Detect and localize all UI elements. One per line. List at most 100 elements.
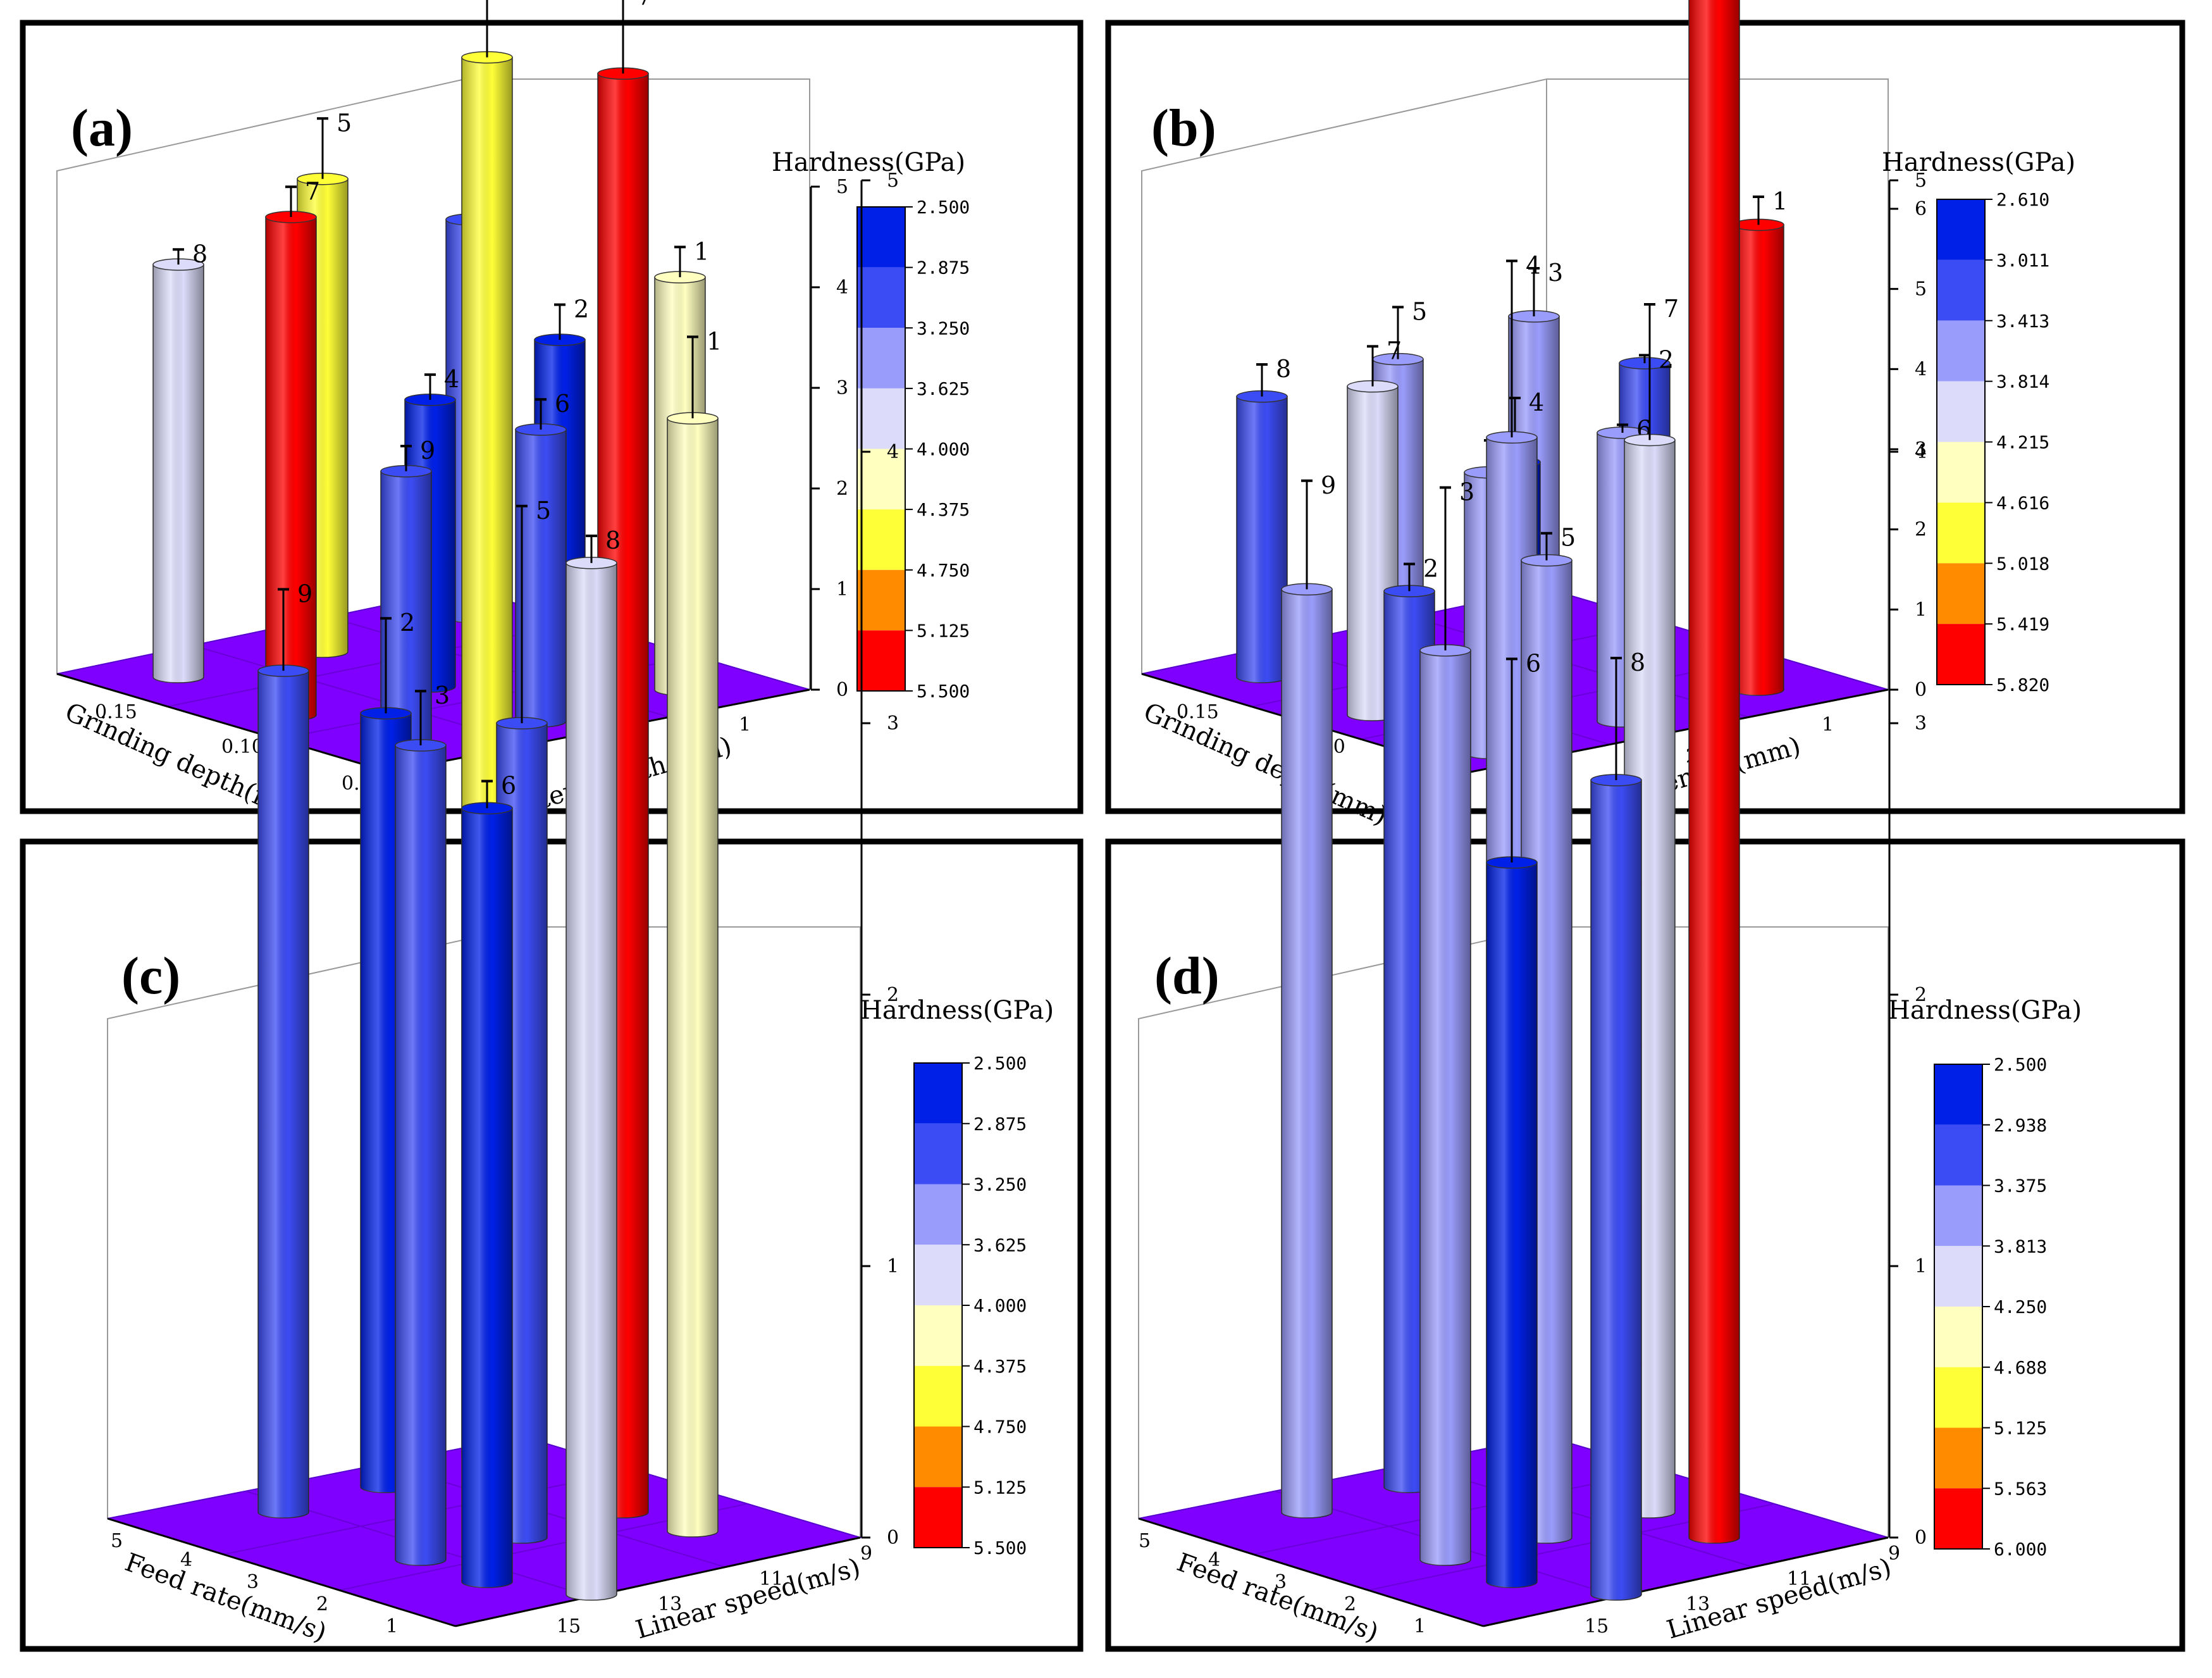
z-tick-label: 6 bbox=[1915, 198, 1927, 220]
axis-right-tick-label: 1 bbox=[739, 714, 751, 736]
bar-data-label: 3 bbox=[1548, 259, 1563, 287]
bar-data-label: 1 bbox=[694, 237, 709, 265]
bar-data-label: 2 bbox=[574, 295, 589, 323]
bar-1: 1 bbox=[1733, 187, 1788, 696]
panel-label: (b) bbox=[1151, 99, 1216, 158]
z-tick-label: 2 bbox=[1915, 519, 1927, 541]
z-tick-label: 3 bbox=[887, 712, 899, 735]
colorbar-segment bbox=[857, 207, 905, 268]
z-tick-label: 2 bbox=[887, 984, 899, 1006]
z-tick-label: 0 bbox=[887, 1527, 899, 1549]
bar-9: 9 bbox=[257, 580, 312, 1519]
axis-left-tick-label: 1 bbox=[386, 1615, 398, 1638]
axis-right-line bbox=[1483, 1536, 1889, 1627]
bar-shading bbox=[153, 264, 204, 683]
panel-label: (c) bbox=[121, 947, 180, 1005]
colorbar-tick-label: 2.875 bbox=[973, 1114, 1027, 1134]
axis-right-tick-label: 15 bbox=[557, 1615, 581, 1638]
axis-left-tick-label: 3 bbox=[1275, 1571, 1287, 1593]
colorbar-segment bbox=[1934, 1367, 1982, 1428]
colorbar-title: Hardness(GPa) bbox=[772, 148, 965, 177]
axis-left-tick-label: 3 bbox=[247, 1571, 259, 1593]
colorbar-tick-label: 4.750 bbox=[973, 1417, 1027, 1438]
bar-9: 9 bbox=[1281, 471, 1336, 1519]
z-tick-label: 2 bbox=[836, 478, 848, 500]
axis-right-tick-label: 13 bbox=[1686, 1593, 1710, 1615]
colorbar-tick-label: 2.500 bbox=[973, 1053, 1027, 1074]
bar-9: 9 bbox=[380, 437, 435, 759]
axis-left-tick-label: 5 bbox=[111, 1530, 123, 1552]
panel-label: (d) bbox=[1154, 947, 1220, 1005]
colorbar-tick-label: 5.820 bbox=[1996, 674, 2049, 695]
bar-shading bbox=[258, 671, 309, 1518]
axis-right-line bbox=[455, 1536, 861, 1627]
bar-data-label: 6 bbox=[1526, 649, 1541, 677]
colorbar-tick-label: 3.625 bbox=[973, 1234, 1027, 1255]
bar-data-label: 2 bbox=[1659, 345, 1674, 373]
colorbar-tick-label: 3.625 bbox=[917, 378, 970, 399]
colorbar-segment bbox=[1934, 1064, 1982, 1125]
z-tick-label: 3 bbox=[1915, 712, 1927, 735]
colorbar-tick-label: 3.011 bbox=[1996, 250, 2049, 271]
bar-data-label: 9 bbox=[297, 580, 312, 607]
colorbar-tick-label: 5.419 bbox=[1996, 614, 2049, 635]
colorbar-tick-label: 5.125 bbox=[917, 620, 970, 641]
bar-shading bbox=[516, 429, 566, 727]
panel-a: 0123453258417690.150.100.05321Grinding d… bbox=[20, 20, 1084, 831]
colorbar-segment bbox=[1937, 381, 1985, 442]
z-tick-label: 1 bbox=[836, 578, 848, 600]
bar-1: 1 bbox=[1688, 0, 1740, 1544]
colorbar-segment bbox=[914, 1305, 962, 1366]
colorbar-segment bbox=[1934, 1307, 1982, 1367]
bar-data-label: 1 bbox=[707, 327, 722, 355]
colorbar-segment bbox=[857, 449, 905, 510]
bar-data-label: 3 bbox=[435, 681, 450, 709]
bar-1: 1 bbox=[667, 327, 722, 1538]
axis-right-tick-label: 15 bbox=[1585, 1615, 1609, 1638]
axis-right-tick-label: 9 bbox=[1888, 1543, 1900, 1565]
bar-data-label: 7 bbox=[1387, 337, 1402, 364]
bar-6: 6 bbox=[515, 390, 570, 728]
axis-left-tick-label: 4 bbox=[1208, 1549, 1220, 1571]
bar-shading bbox=[395, 745, 446, 1565]
z-tick-label: 4 bbox=[887, 441, 899, 463]
axis-left-tick-label: 2 bbox=[1344, 1593, 1356, 1615]
z-tick-label: 1 bbox=[887, 1255, 899, 1277]
z-tick-label: 0 bbox=[1915, 679, 1927, 701]
bar-data-label: 8 bbox=[1630, 649, 1645, 676]
colorbar-tick-label: 4.375 bbox=[917, 499, 970, 520]
colorbar-tick-label: 3.814 bbox=[1996, 371, 2049, 392]
colorbar-segment bbox=[1937, 199, 1985, 260]
colorbar-tick-label: 6.000 bbox=[1994, 1539, 2047, 1560]
bar-shading bbox=[667, 418, 718, 1537]
z-tick-label: 4 bbox=[1915, 441, 1927, 463]
bar-shading bbox=[1237, 396, 1287, 683]
bar-data-label: 8 bbox=[192, 240, 207, 268]
colorbar-tick-label: 4.616 bbox=[1996, 492, 2049, 513]
bar-data-label: 6 bbox=[501, 771, 516, 799]
colorbar-tick-label: 4.215 bbox=[1996, 432, 2049, 453]
z-tick-label: 2 bbox=[1915, 984, 1927, 1006]
colorbar-segment bbox=[857, 509, 905, 570]
axis-left-tick-label: 0.10 bbox=[221, 736, 264, 758]
colorbar-tick-label: 5.500 bbox=[917, 681, 970, 702]
colorbar-segment bbox=[914, 1063, 962, 1124]
bar-shading bbox=[566, 562, 617, 1600]
colorbar-tick-label: 5.500 bbox=[973, 1538, 1027, 1558]
colorbar-tick-label: 4.000 bbox=[917, 439, 970, 460]
bar-data-label: 2 bbox=[1423, 554, 1438, 582]
colorbar-tick-label: 2.938 bbox=[1994, 1115, 2047, 1136]
colorbar-tick-label: 4.000 bbox=[973, 1295, 1027, 1316]
colorbar-segment bbox=[857, 569, 905, 631]
z-tick-label: 1 bbox=[1915, 599, 1927, 621]
z-tick-label: 4 bbox=[836, 277, 848, 299]
colorbar-tick-label: 2.500 bbox=[1994, 1054, 2047, 1075]
axis-left-line bbox=[56, 673, 390, 773]
bar-data-label: 7 bbox=[1664, 295, 1679, 323]
axis-left-tick-label: 2 bbox=[316, 1593, 328, 1615]
panel-frame bbox=[20, 838, 1084, 1652]
bar-3: 3 bbox=[1419, 478, 1474, 1566]
z-tick-label: 0 bbox=[1915, 1527, 1927, 1549]
